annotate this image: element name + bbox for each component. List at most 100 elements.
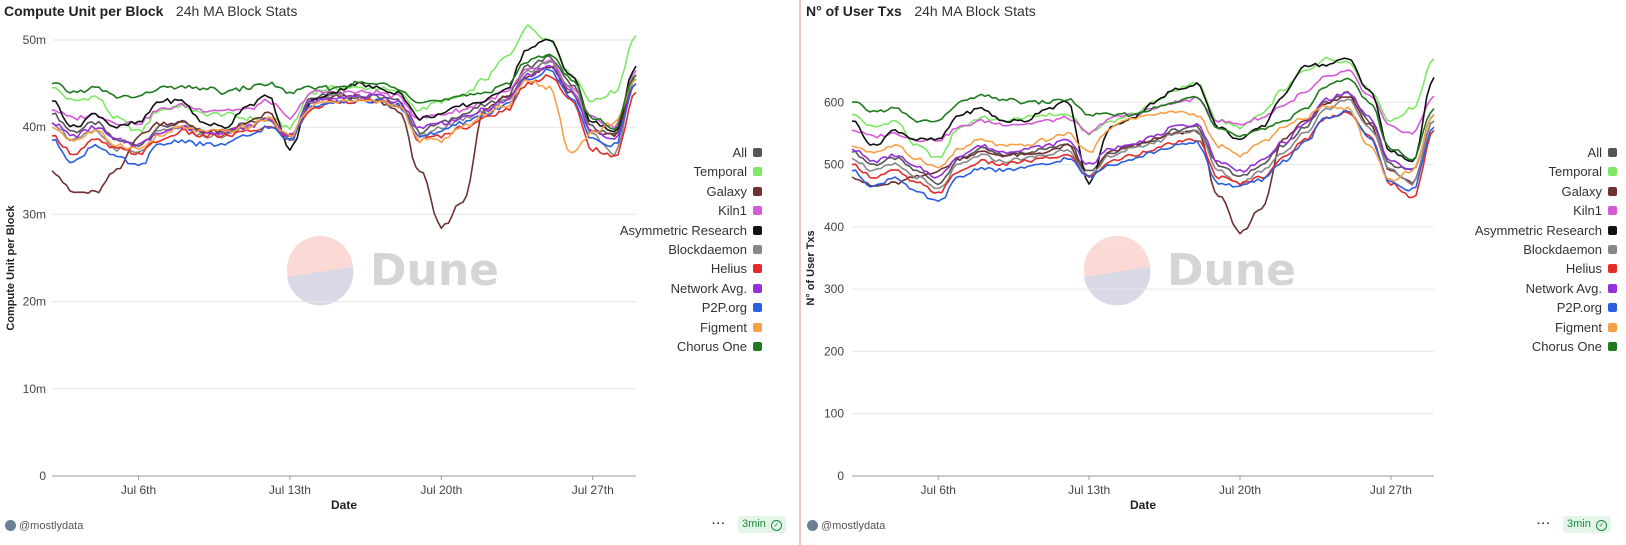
legend-swatch xyxy=(753,206,762,216)
y-axis-label: N° of User Txs xyxy=(805,230,817,305)
series-line-figment[interactable] xyxy=(851,104,1435,182)
legend-swatch xyxy=(753,303,762,313)
check-circle-icon: ✓ xyxy=(770,520,782,531)
legend-label: Blockdaemon xyxy=(1523,241,1602,257)
legend-item-galaxy[interactable]: Galaxy xyxy=(1474,182,1618,201)
series-line-temporal[interactable] xyxy=(51,24,637,133)
legend-item-helius[interactable]: Helius xyxy=(1474,259,1618,278)
y-tick-label: 40m xyxy=(23,120,46,134)
x-tick-label: Jul 13th xyxy=(269,483,311,497)
chart-title: N° of User Txs xyxy=(806,3,902,19)
author-credit[interactable]: @mostlydata xyxy=(5,520,83,532)
refresh-badge[interactable]: 3min ✓ xyxy=(1563,516,1611,533)
legend-item-all[interactable]: All xyxy=(619,143,763,162)
more-options-icon[interactable]: ··· xyxy=(1537,518,1551,530)
series-line-chorus-one[interactable] xyxy=(851,77,1435,161)
legend-swatch xyxy=(1608,167,1617,177)
x-tick-label: Jul 27th xyxy=(572,483,614,497)
legend-label: Network Avg. xyxy=(670,280,747,296)
legend-item-galaxy[interactable]: Galaxy xyxy=(619,182,763,201)
series-line-all[interactable] xyxy=(851,90,1435,186)
legend-item-temporal[interactable]: Temporal xyxy=(619,162,763,181)
y-axis-label: Compute Unit per Block xyxy=(5,204,17,330)
series-line-asymmetric-research[interactable] xyxy=(51,38,637,151)
legend-swatch xyxy=(1608,322,1617,332)
legend-item-kiln1[interactable]: Kiln1 xyxy=(1474,201,1618,220)
legend-item-p2p-org[interactable]: P2P.org xyxy=(619,298,763,317)
legend-swatch xyxy=(753,244,762,254)
refresh-badge[interactable]: 3min ✓ xyxy=(738,516,786,533)
watermark-text: Dune xyxy=(1167,245,1296,296)
y-tick-label: 300 xyxy=(824,282,844,296)
legend-label: All xyxy=(1587,145,1602,160)
series-line-blockdaemon[interactable] xyxy=(851,98,1435,190)
legend-swatch xyxy=(753,225,762,235)
legend-swatch xyxy=(1608,206,1617,216)
panel-divider xyxy=(799,0,801,545)
watermark-text: Dune xyxy=(370,245,499,296)
series-line-p2p-org[interactable] xyxy=(51,68,637,167)
legend-item-kiln1[interactable]: Kiln1 xyxy=(619,201,763,220)
legend-label: Kiln1 xyxy=(718,203,747,219)
chart-panel-user-txs: N° of User Txs 24h MA Block Stats Dune 0 1… xyxy=(802,0,1626,545)
legend-item-network-avg[interactable]: Network Avg. xyxy=(1474,279,1618,298)
series-line-galaxy[interactable] xyxy=(851,96,1435,235)
series-line-figment[interactable] xyxy=(51,78,637,154)
legend-swatch xyxy=(753,148,762,157)
x-tick-label: Jul 20th xyxy=(420,483,462,497)
dune-logo-icon-lower xyxy=(1084,267,1151,306)
more-options-icon[interactable]: ··· xyxy=(712,518,726,530)
legend-item-blockdaemon[interactable]: Blockdaemon xyxy=(619,240,763,259)
legend-item-asymmetric-research[interactable]: Asymmetric Research xyxy=(619,221,763,240)
legend-swatch xyxy=(753,186,762,196)
series-line-kiln1[interactable] xyxy=(851,69,1435,143)
chart-footer-actions: ··· 3min ✓ xyxy=(712,516,786,533)
legend-item-figment[interactable]: Figment xyxy=(619,318,763,337)
y-tick-label: 20m xyxy=(23,295,46,309)
chart-footer-actions: ··· 3min ✓ xyxy=(1537,516,1611,533)
legend-item-all[interactable]: All xyxy=(1474,143,1618,162)
author-name: @mostlydata xyxy=(821,520,886,532)
line-chart[interactable]: Dune 0 100 200 300 400 500 600 Jul 6th Jul 13th Ju… xyxy=(802,0,1626,545)
y-tick-label: 10m xyxy=(23,382,46,396)
legend-label: Figment xyxy=(1555,319,1602,335)
x-tick-label: Jul 6th xyxy=(921,483,956,497)
legend-swatch xyxy=(1608,186,1617,196)
refresh-interval: 3min xyxy=(1567,518,1591,530)
legend-swatch xyxy=(1608,303,1617,313)
dune-watermark: Dune xyxy=(1084,236,1296,306)
series-line-temporal[interactable] xyxy=(852,56,1435,159)
series-line-asymmetric-research[interactable] xyxy=(851,57,1435,185)
legend-swatch xyxy=(1608,148,1617,157)
legend-swatch xyxy=(753,167,762,177)
legend-swatch xyxy=(1608,283,1617,293)
check-circle-icon: ✓ xyxy=(1595,520,1607,531)
series-line-p2p-org[interactable] xyxy=(851,109,1435,203)
chart-header: Compute Unit per Block 24h MA Block Stat… xyxy=(4,3,297,21)
legend-item-asymmetric-research[interactable]: Asymmetric Research xyxy=(1474,221,1618,240)
series-line-network-avg[interactable] xyxy=(51,64,637,148)
legend-item-chorus-one[interactable]: Chorus One xyxy=(1474,337,1618,356)
series-line-network-avg[interactable] xyxy=(851,91,1435,179)
legend-item-blockdaemon[interactable]: Blockdaemon xyxy=(1474,240,1618,259)
legend-item-temporal[interactable]: Temporal xyxy=(1474,162,1618,181)
legend-label: Galaxy xyxy=(1561,183,1602,199)
legend-swatch xyxy=(1608,341,1617,351)
legend-item-figment[interactable]: Figment xyxy=(1474,318,1618,337)
legend-item-helius[interactable]: Helius xyxy=(619,259,763,278)
legend-swatch xyxy=(753,283,762,293)
legend-swatch xyxy=(753,322,762,332)
legend-item-network-avg[interactable]: Network Avg. xyxy=(619,279,763,298)
line-chart[interactable]: Dune 0 10m 20m 30m 40m 50m Jul 6th Jul 13th Jul 2… xyxy=(0,0,798,545)
chart-legend: All Temporal Galaxy Kiln1 Asymmetric Researc… xyxy=(619,143,763,356)
series-line-chorus-one[interactable] xyxy=(51,53,637,131)
x-tick-label: Jul 27th xyxy=(1370,483,1412,497)
legend-item-chorus-one[interactable]: Chorus One xyxy=(619,337,763,356)
series-line-galaxy[interactable] xyxy=(51,65,637,230)
author-credit[interactable]: @mostlydata xyxy=(807,520,885,532)
legend-label: All xyxy=(732,145,747,160)
legend-item-p2p-org[interactable]: P2P.org xyxy=(1474,298,1618,317)
chart-title: Compute Unit per Block xyxy=(4,3,164,19)
legend-label: P2P.org xyxy=(1556,300,1602,316)
y-tick-label: 0 xyxy=(39,469,46,483)
